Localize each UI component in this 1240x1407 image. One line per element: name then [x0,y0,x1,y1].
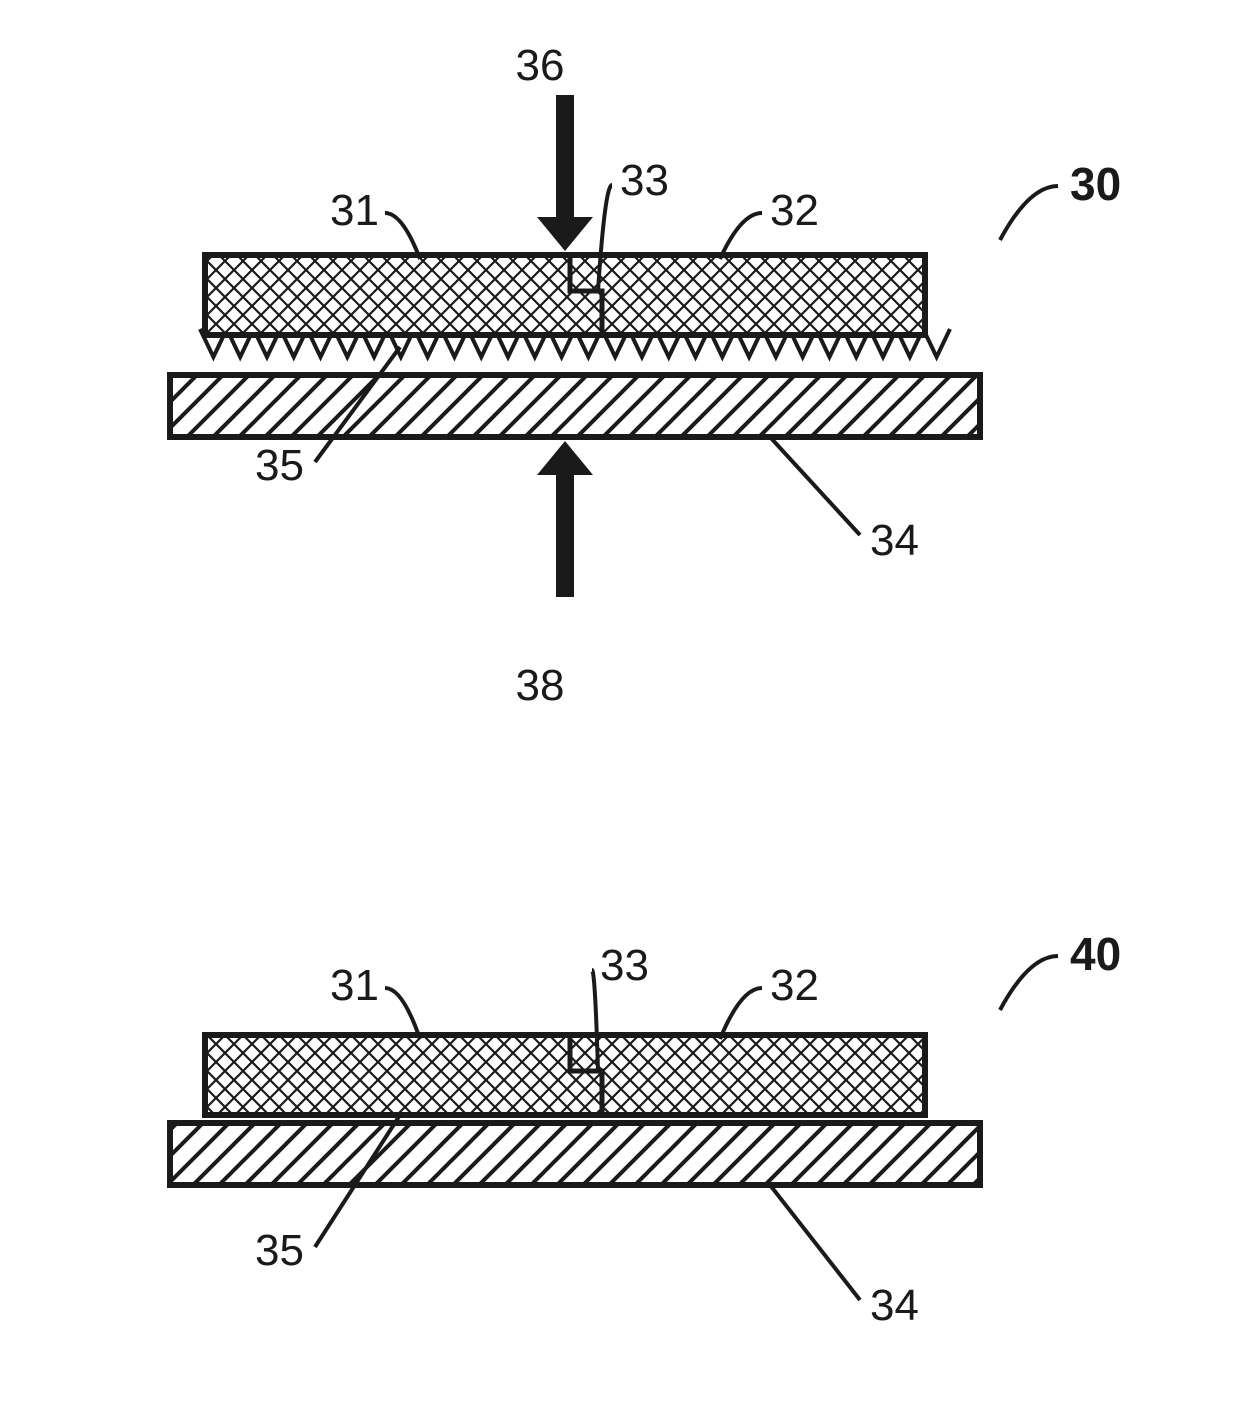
label-32: 32 [770,186,819,235]
label-34-b: 34 [870,1281,919,1330]
label-36: 36 [516,41,565,90]
label-38: 38 [516,661,565,710]
label-33: 33 [620,156,669,205]
label-31-b: 31 [330,961,379,1010]
label-30: 30 [1070,158,1121,210]
label-32-b: 32 [770,961,819,1010]
label-35-b: 35 [255,1226,304,1275]
label-40: 40 [1070,928,1121,980]
label-35: 35 [255,441,304,490]
label-34: 34 [870,516,919,565]
label-31: 31 [330,186,379,235]
label-33-b: 33 [600,941,649,990]
